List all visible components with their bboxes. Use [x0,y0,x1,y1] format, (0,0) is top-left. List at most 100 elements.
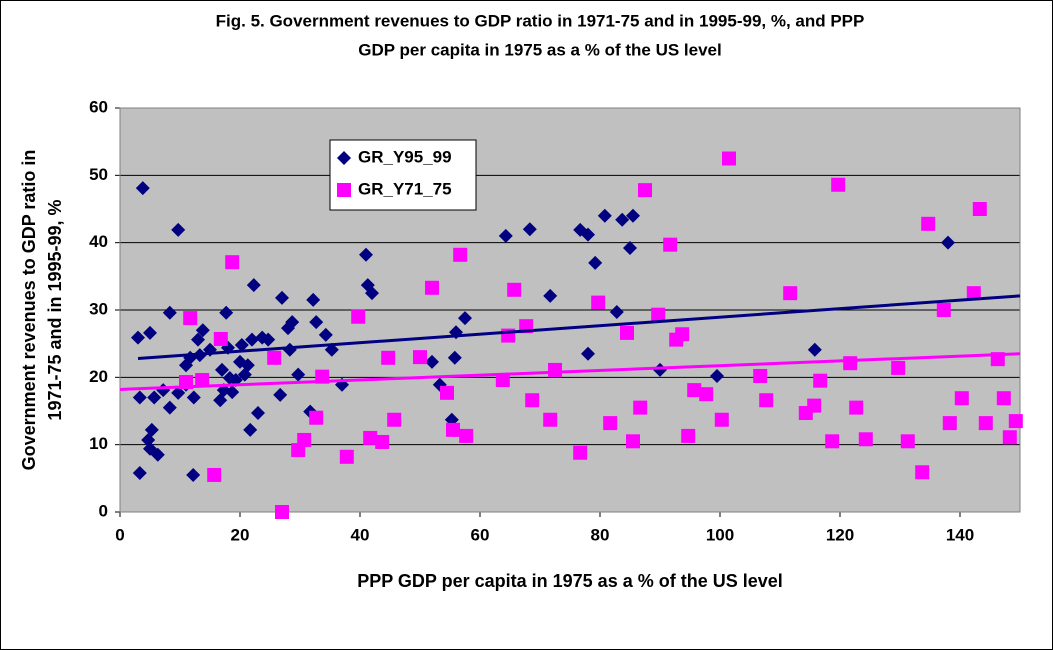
diamond-marker [135,181,150,196]
square-marker [900,434,915,449]
diamond-marker [581,346,595,361]
square-marker [915,465,930,480]
square-marker [620,325,634,340]
square-marker [687,383,702,398]
diamond-marker [251,406,265,421]
square-marker [183,311,198,326]
square-marker [297,432,312,447]
square-marker [446,422,460,437]
square-marker [440,385,454,400]
diamond-marker [609,305,624,320]
legend-label: GR_Y71_75 [358,179,452,198]
x-tick-label: 80 [591,525,610,544]
y-tick-label: 0 [99,501,108,520]
square-marker [626,434,640,449]
diamond-marker [807,342,822,357]
square-marker [375,434,390,449]
diamond-marker [306,292,321,307]
square-marker [936,303,951,317]
square-marker [996,391,1011,406]
square-marker [722,151,736,166]
plot-border [119,107,1021,513]
square-marker [337,183,351,197]
square-marker [548,362,562,377]
diamond-marker [144,422,159,437]
square-marker [831,177,846,192]
square-marker [573,445,588,460]
x-tick-label: 0 [115,525,124,544]
diamond-marker [275,290,289,305]
diamond-marker [132,390,147,405]
square-marker [849,400,864,415]
square-marker [275,505,289,519]
diamond-marker [941,235,955,250]
diamond-marker [234,338,249,353]
square-marker [681,428,696,443]
square-marker [638,183,652,198]
diamond-marker [245,332,259,347]
x-axis-label: PPP GDP per capita in 1975 as a % of the… [357,571,783,591]
x-tick-label: 140 [946,525,974,544]
diamond-marker [458,311,472,326]
diamond-marker [581,227,595,242]
x-tick-label: 100 [706,525,734,544]
diamond-marker [285,315,300,330]
square-marker [225,255,240,270]
square-marker [942,416,957,431]
diamond-marker [597,208,612,223]
x-tick-label: 120 [826,525,854,544]
square-marker [807,398,822,413]
diamond-marker [588,255,603,270]
square-marker [663,237,678,252]
legend-label: GR_Y95_99 [358,147,452,166]
square-marker [495,373,510,388]
diamond-marker [215,362,229,377]
diamond-marker [261,332,276,347]
diamond-marker [240,358,255,373]
diamond-marker [143,325,157,340]
diamond-marker [365,286,379,301]
square-marker [921,216,936,231]
square-marker [363,430,378,445]
diamond-marker [186,467,201,482]
square-marker [675,327,690,342]
square-marker [543,412,558,427]
diamond-marker [219,305,234,320]
square-marker [339,449,354,464]
square-marker [525,393,540,408]
square-marker [843,356,858,371]
diamond-marker [132,465,147,480]
square-marker [213,331,228,346]
square-marker [195,373,210,388]
square-marker [699,387,714,402]
square-marker [714,412,729,427]
diamond-marker [131,330,145,345]
diamond-marker [318,327,333,342]
square-marker [381,350,396,365]
y-tick-label: 40 [89,232,108,251]
y-axis-label-group: Government revenues to GDP ratio in 1971… [19,150,65,471]
square-marker [603,416,618,431]
y-tick-label: 10 [89,434,108,453]
diamond-marker [147,390,162,405]
y-tick-label: 20 [89,367,108,386]
diamond-marker [498,228,513,243]
y-tick-label: 50 [89,165,108,184]
square-marker [759,393,774,408]
diamond-marker [246,278,261,293]
square-marker [425,280,439,295]
legend-box [329,139,477,211]
diamond-marker [615,212,630,227]
diamond-marker [447,350,462,365]
trend-line [119,352,1021,391]
diamond-marker [195,323,210,338]
square-marker [1008,414,1023,429]
square-marker [753,368,768,383]
square-marker [651,307,666,322]
square-marker [813,373,828,388]
diamond-marker [543,288,558,303]
square-marker [591,295,606,310]
diamond-marker [273,387,288,402]
